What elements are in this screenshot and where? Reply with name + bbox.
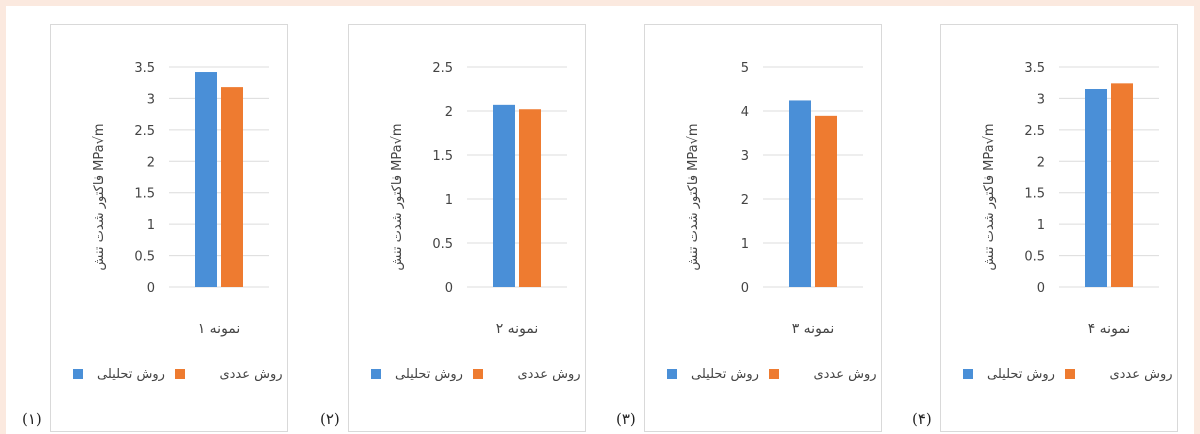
bar-chart-2: 0 0.5 1 1.5 2 2.5 نمونه ۲ فاکتور شدت تنش MPa√m ر… — [371, 61, 581, 382]
bar-analytical — [195, 72, 217, 288]
legend-swatch-analytical — [73, 369, 83, 379]
y-tick-label: 4 — [741, 105, 749, 120]
y-tick-label: 0 — [1037, 281, 1045, 296]
y-tick-label: 1 — [1037, 218, 1045, 233]
y-tick-label: 2 — [445, 105, 453, 120]
y-axis-label: فاکتور شدت تنش MPa√m — [686, 123, 701, 270]
legend-swatch-numerical — [473, 369, 483, 379]
x-category-label: نمونه ۲ — [496, 321, 539, 337]
panel-label-1: (۱) — [22, 410, 42, 428]
legend-label-analytical: روش تحلیلی — [691, 367, 759, 382]
bar-chart-1: 0 0.5 1 1.5 2 2.5 3 3.5 نمونه ۱ فاکتور شدت تنش MP… — [73, 61, 283, 382]
y-tick-label: 3 — [741, 149, 749, 164]
bar-analytical — [1085, 89, 1107, 287]
y-tick-label: 0.5 — [432, 237, 453, 252]
y-axis-label: فاکتور شدت تنش MPa√m — [390, 123, 405, 270]
y-tick-label: 2 — [147, 155, 155, 170]
y-tick-label: 2.5 — [134, 124, 155, 139]
legend-label-numerical: روش عددی — [1109, 367, 1172, 382]
legend-swatch-analytical — [371, 369, 381, 379]
legend-swatch-numerical — [175, 369, 185, 379]
x-category-label: نمونه ۱ — [198, 321, 241, 337]
legend-label-numerical: روش عددی — [813, 367, 876, 382]
y-tick-label: 1 — [147, 218, 155, 233]
panel-label-2: (۲) — [320, 410, 340, 428]
chart-panel-1: 0 0.5 1 1.5 2 2.5 3 3.5 نمونه ۱ فاکتور شدت تنش MP… — [50, 24, 288, 432]
legend-label-analytical: روش تحلیلی — [97, 367, 165, 382]
chart-panel-3: 0 1 2 3 4 5 نمونه ۳ فاکتور شدت تنش MPa√m روش عدد… — [644, 24, 882, 432]
chart-panel-2: 0 0.5 1 1.5 2 2.5 نمونه ۲ فاکتور شدت تنش MPa√m ر… — [348, 24, 586, 432]
y-tick-label: 1 — [741, 237, 749, 252]
legend-label-numerical: روش عددی — [219, 367, 282, 382]
legend-swatch-numerical — [1065, 369, 1075, 379]
bar-chart-4: 0 0.5 1 1.5 2 2.5 3 3.5 نمونه ۴ فاکتور شدت تنش MP… — [963, 61, 1173, 382]
y-tick-label: 1 — [445, 193, 453, 208]
y-tick-label: 0.5 — [1024, 250, 1045, 265]
y-axis-label: فاکتور شدت تنش MPa√m — [982, 123, 997, 270]
legend-label-analytical: روش تحلیلی — [987, 367, 1055, 382]
legend-swatch-analytical — [667, 369, 677, 379]
legend-swatch-numerical — [769, 369, 779, 379]
bar-chart-3: 0 1 2 3 4 5 نمونه ۳ فاکتور شدت تنش MPa√m روش عدد… — [667, 61, 877, 382]
y-tick-label: 2.5 — [432, 61, 453, 76]
legend-label-analytical: روش تحلیلی — [395, 367, 463, 382]
figure-canvas: 0 0.5 1 1.5 2 2.5 3 3.5 نمونه ۱ فاکتور شدت تنش MP… — [6, 6, 1194, 434]
legend-label-numerical: روش عددی — [517, 367, 580, 382]
y-axis-label: فاکتور شدت تنش MPa√m — [92, 123, 107, 270]
y-tick-label: 3.5 — [1024, 61, 1045, 76]
legend-swatch-analytical — [963, 369, 973, 379]
y-tick-label: 1.5 — [1024, 187, 1045, 202]
y-tick-label: 1.5 — [432, 149, 453, 164]
y-tick-label: 0.5 — [134, 250, 155, 265]
panel-label-4: (۴) — [912, 410, 932, 428]
y-tick-label: 0 — [147, 281, 155, 296]
bar-numerical — [221, 87, 243, 287]
y-tick-label: 5 — [741, 61, 749, 76]
bar-numerical — [1111, 83, 1133, 287]
y-tick-label: 2 — [741, 193, 749, 208]
bar-analytical — [789, 100, 811, 287]
panel-label-3: (۳) — [616, 410, 636, 428]
y-tick-label: 3.5 — [134, 61, 155, 76]
y-tick-label: 2.5 — [1024, 124, 1045, 139]
y-tick-label: 2 — [1037, 155, 1045, 170]
y-tick-label: 0 — [741, 281, 749, 296]
y-tick-label: 1.5 — [134, 187, 155, 202]
y-tick-label: 3 — [1037, 92, 1045, 107]
bar-numerical — [519, 109, 541, 288]
y-tick-label: 0 — [445, 281, 453, 296]
x-category-label: نمونه ۴ — [1088, 321, 1131, 337]
bar-numerical — [815, 115, 837, 287]
chart-panel-4: 0 0.5 1 1.5 2 2.5 3 3.5 نمونه ۴ فاکتور شدت تنش MP… — [940, 24, 1178, 432]
bar-analytical — [493, 104, 515, 287]
y-tick-label: 3 — [147, 92, 155, 107]
x-category-label: نمونه ۳ — [792, 321, 835, 337]
